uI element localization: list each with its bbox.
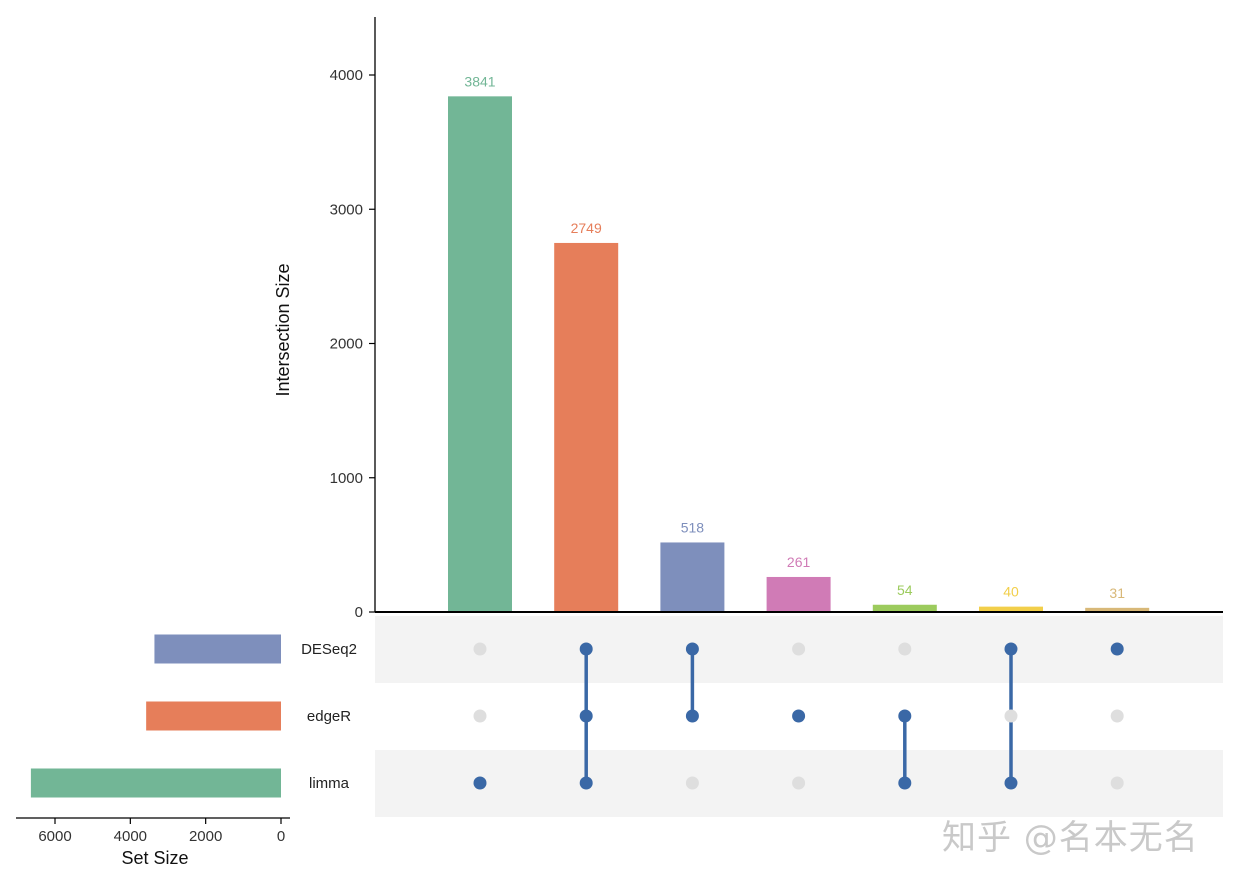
set-size-bar bbox=[154, 634, 281, 664]
set-name-label: edgeR bbox=[307, 708, 351, 725]
matrix-dot-active bbox=[579, 709, 593, 723]
matrix-dot-active bbox=[792, 709, 806, 723]
matrix-dot-inactive bbox=[1004, 709, 1018, 723]
set-name-label: limma bbox=[309, 775, 350, 792]
matrix-dot-active bbox=[898, 776, 912, 790]
matrix-dot-active bbox=[579, 776, 593, 790]
matrix-dot-active bbox=[1110, 642, 1124, 656]
bar-value-label: 54 bbox=[897, 582, 913, 598]
matrix-dot-active bbox=[579, 642, 593, 656]
matrix-dot-active bbox=[1004, 642, 1018, 656]
intersection-bar bbox=[979, 606, 1043, 612]
y-tick-label: 1000 bbox=[330, 470, 363, 487]
intersection-bar bbox=[660, 542, 725, 612]
y-tick-label: 2000 bbox=[330, 336, 363, 353]
matrix-dot-active bbox=[898, 709, 912, 723]
intersection-bar bbox=[1085, 607, 1150, 612]
matrix-dot-inactive bbox=[898, 642, 912, 656]
set-size-tick-label: 2000 bbox=[189, 828, 222, 845]
set-size-tick-label: 0 bbox=[277, 828, 285, 845]
set-size-tick-label: 6000 bbox=[38, 828, 71, 845]
set-size-bar bbox=[146, 701, 281, 731]
bar-value-label: 3841 bbox=[464, 73, 495, 89]
set-size-tick-label: 4000 bbox=[114, 828, 147, 845]
intersection-bar bbox=[554, 242, 619, 612]
matrix-dot-inactive bbox=[685, 776, 699, 790]
bar-value-label: 31 bbox=[1109, 585, 1125, 601]
set-size-bar bbox=[30, 768, 281, 798]
matrix-dot-inactive bbox=[473, 709, 487, 723]
intersection-bar bbox=[872, 604, 937, 612]
matrix-dot-active bbox=[473, 776, 487, 790]
matrix-dot-active bbox=[685, 642, 699, 656]
y-axis-title: Intersection Size bbox=[273, 263, 293, 396]
matrix-dot-active bbox=[1004, 776, 1018, 790]
matrix-dot-inactive bbox=[1110, 709, 1124, 723]
y-tick-label: 0 bbox=[355, 604, 363, 621]
matrix-dot-inactive bbox=[792, 776, 806, 790]
set-size-axis-title: Set Size bbox=[121, 848, 188, 868]
intersection-bar bbox=[448, 96, 512, 612]
watermark: 知乎 @名本无名 bbox=[942, 818, 1199, 858]
matrix-dot-inactive bbox=[473, 642, 487, 656]
bar-value-label: 261 bbox=[787, 554, 811, 570]
bar-value-label: 40 bbox=[1003, 584, 1019, 600]
matrix-dot-active bbox=[685, 709, 699, 723]
matrix-dot-inactive bbox=[1110, 776, 1124, 790]
bar-value-label: 2749 bbox=[571, 220, 602, 236]
intersection-bar bbox=[766, 576, 831, 612]
y-tick-label: 3000 bbox=[330, 201, 363, 218]
matrix-dot-inactive bbox=[792, 642, 806, 656]
y-tick-label: 4000 bbox=[330, 67, 363, 84]
bar-value-label: 518 bbox=[681, 519, 705, 535]
set-name-label: DESeq2 bbox=[301, 641, 357, 658]
